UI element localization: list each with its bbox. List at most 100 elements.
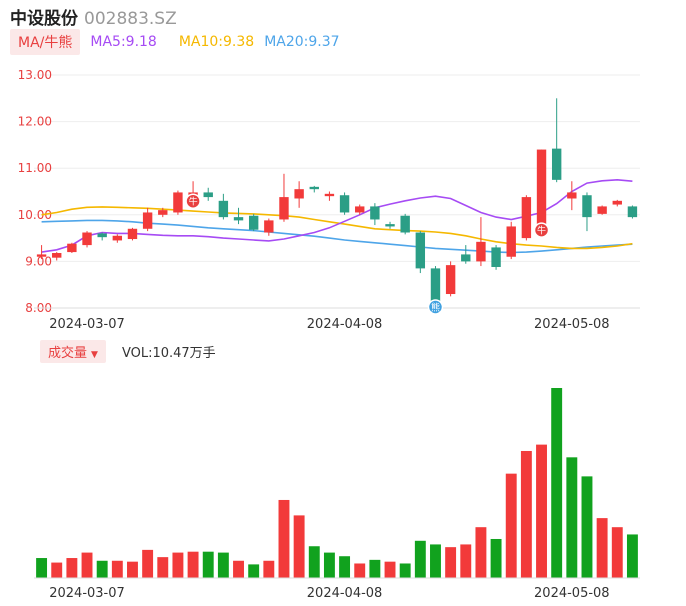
volume-bar: [187, 551, 199, 578]
volume-bar: [354, 563, 366, 578]
y-tick-label: 11.00: [18, 161, 52, 175]
candle-body: [279, 197, 289, 220]
volume-toggle-label: 成交量: [48, 345, 88, 361]
volume-legend: 成交量 ▼ VOL:10.47万手: [40, 339, 216, 363]
candle-body: [127, 228, 138, 240]
candle-body: [430, 268, 441, 302]
candle-body: [203, 192, 213, 198]
candle-body: [355, 206, 365, 213]
caret-down-icon: ▼: [91, 349, 98, 360]
candle-body: [82, 232, 92, 246]
candle-body: [567, 192, 577, 199]
volume-bar: [414, 540, 426, 578]
ma10-line: [41, 206, 633, 250]
y-tick-label: 13.00: [18, 68, 52, 82]
stock-title: 中设股份 002883.SZ: [10, 4, 177, 29]
volume-bar: [505, 473, 517, 578]
candle-body: [339, 195, 350, 213]
candle-body: [36, 254, 47, 257]
volume-value: VOL:10.47万手: [121, 345, 216, 361]
candle-body: [506, 226, 516, 257]
candle-body: [67, 243, 77, 253]
y-tick-label: 12.00: [18, 115, 52, 129]
ma10-label: MA10:9.38: [178, 34, 255, 50]
volume-bar: [96, 560, 108, 578]
signal-marker-icon: [533, 222, 550, 238]
candle-body: [461, 254, 471, 262]
candle-body: [112, 235, 123, 241]
signal-marker-label: 牛: [537, 225, 546, 237]
volume-bar: [36, 558, 48, 578]
volume-bar: [157, 557, 169, 578]
volume-bar: [445, 547, 457, 578]
volume-toggle-button[interactable]: 成交量 ▼: [40, 339, 106, 363]
x-tick-label: 2024-05-08: [534, 317, 610, 332]
volume-bar: [127, 561, 138, 578]
candle-body: [612, 200, 622, 205]
x-tick-label: 2024-04-08: [307, 317, 383, 332]
volume-bar: [81, 552, 93, 578]
volume-bar: [172, 552, 184, 578]
volume-bar: [278, 499, 290, 578]
volume-bar: [536, 444, 547, 578]
candle-body: [142, 212, 153, 229]
candle-body: [173, 192, 183, 213]
ma-toggle-button[interactable]: MA/牛熊: [10, 29, 81, 55]
volume-bar: [369, 559, 381, 578]
volume-bar: [581, 476, 593, 578]
volume-bar: [111, 560, 123, 578]
volume-bar: [323, 552, 335, 578]
stock-code: 002883.SZ: [84, 9, 177, 29]
candle-body: [536, 149, 547, 225]
volume-bar: [202, 551, 214, 578]
volume-bar: [248, 564, 260, 578]
ma-legend: MA/牛熊 MA5:9.18 MA10:9.38 MA20:9.37: [10, 29, 340, 55]
x-tick-label: 2024-03-07: [49, 317, 125, 332]
candle-body: [415, 232, 426, 269]
candle-body: [309, 186, 319, 190]
candle-body: [400, 215, 410, 233]
candle-body: [582, 195, 592, 218]
volume-bar: [626, 534, 638, 578]
candle-body: [294, 189, 304, 199]
volume-bar: [566, 457, 578, 578]
volume-bar: [430, 544, 441, 578]
candle-body: [248, 215, 259, 230]
candle-body: [476, 241, 486, 262]
candle-body: [158, 210, 168, 215]
volume-bar: [263, 560, 275, 578]
volume-bar: [339, 556, 351, 578]
ma20-line: [41, 219, 633, 254]
volume-bar: [51, 562, 63, 578]
ma5-label: MA5:9.18: [90, 34, 157, 50]
candle-body: [97, 233, 107, 238]
y-tick-label: 9.00: [25, 254, 52, 268]
x-tick-label: 2024-05-08: [534, 586, 610, 601]
candle-body: [597, 206, 607, 214]
signal-marker-icon: [185, 193, 201, 209]
volume-bar: [142, 549, 154, 578]
volume-bar: [490, 538, 502, 578]
volume-bar: [66, 558, 78, 578]
candle-body: [385, 224, 395, 227]
signal-marker-icon: [427, 299, 444, 315]
volume-bar: [551, 388, 563, 578]
candle-body: [370, 206, 380, 220]
x-tick-label: 2024-03-07: [49, 586, 125, 601]
y-tick-label: 10.00: [18, 208, 52, 222]
volume-bar: [611, 527, 623, 578]
volume-bar: [596, 518, 608, 578]
volume-bar: [460, 544, 472, 578]
candle-body: [324, 193, 335, 197]
candle-body: [264, 220, 274, 233]
candle-body: [218, 200, 229, 218]
candle-body: [233, 217, 244, 221]
volume-bar: [233, 560, 244, 578]
stock-name: 中设股份: [10, 9, 78, 29]
candle-body: [52, 253, 62, 258]
candle-body: [521, 197, 532, 239]
signal-marker-label: 牛: [189, 196, 198, 208]
candle-body: [627, 206, 638, 218]
volume-bar: [293, 515, 305, 578]
candle-body: [445, 265, 456, 295]
